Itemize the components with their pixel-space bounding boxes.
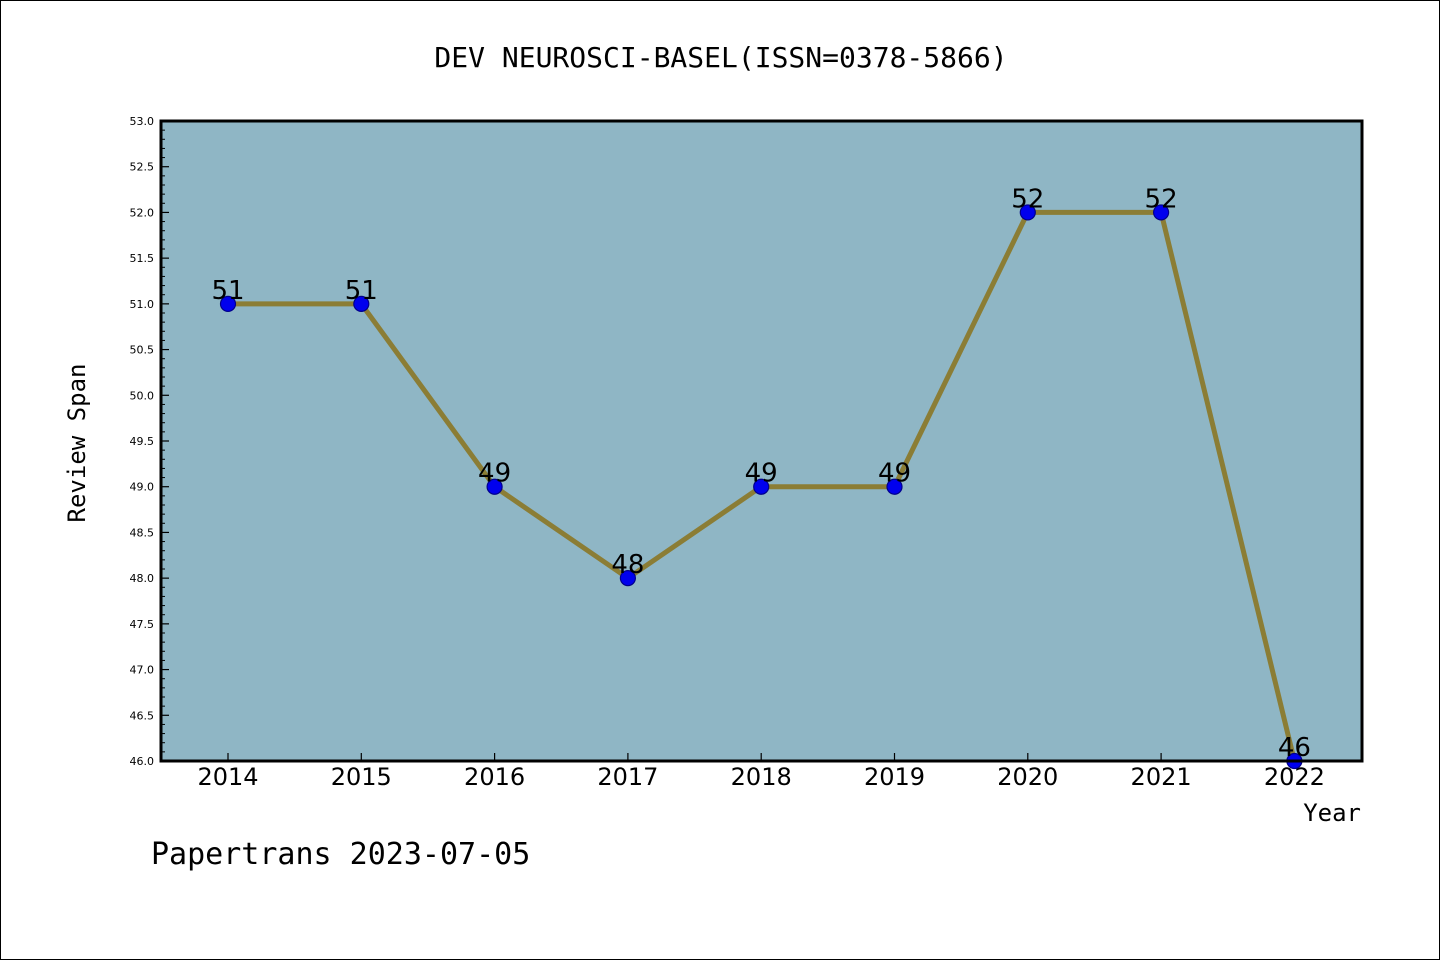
x-axis-label: Year bbox=[1303, 799, 1361, 827]
data-point bbox=[753, 478, 770, 495]
data-point bbox=[219, 295, 237, 312]
y-tick-label: 46.5 bbox=[130, 709, 155, 722]
data-point bbox=[1152, 204, 1170, 221]
y-tick-label: 47.5 bbox=[130, 618, 155, 631]
y-axis-label: Review Span bbox=[63, 364, 91, 523]
data-label: 49 bbox=[478, 459, 511, 489]
y-tick-label: 50.5 bbox=[130, 344, 155, 357]
data-label: 49 bbox=[878, 459, 911, 489]
chart-title: DEV NEUROSCI-BASEL(ISSN=0378-5866) bbox=[434, 41, 1007, 74]
x-axis: 2014 2015 2016 2017 2018 2019 2020 2021 2022 bbox=[197, 753, 1325, 791]
x-tick-label: 2019 bbox=[864, 763, 925, 791]
y-tick-label: 48.0 bbox=[130, 572, 155, 585]
y-tick-label: 49.0 bbox=[130, 481, 155, 494]
y-tick-label: 49.5 bbox=[130, 435, 155, 448]
y-tick-label: 46.0 bbox=[130, 755, 155, 768]
plot-area bbox=[161, 121, 1362, 761]
data-label: 49 bbox=[745, 459, 778, 489]
y-tick-label: 52.5 bbox=[130, 161, 155, 174]
data-point bbox=[486, 478, 503, 495]
y-tick-label: 48.5 bbox=[130, 526, 155, 539]
y-tick-label: 51.5 bbox=[130, 252, 155, 265]
x-tick-label: 2020 bbox=[997, 763, 1058, 791]
x-tick-label: 2017 bbox=[597, 763, 658, 791]
series-line-group: 51 51 49 48 49 49 52 52 46 bbox=[211, 184, 1311, 770]
x-tick-label: 2015 bbox=[331, 763, 392, 791]
x-tick-label: 2018 bbox=[731, 763, 792, 791]
data-label: 48 bbox=[611, 550, 644, 580]
x-tick-label: 2014 bbox=[197, 763, 258, 791]
y-tick-label: 50.0 bbox=[130, 389, 155, 402]
y-tick-label: 53.0 bbox=[130, 115, 155, 128]
data-label: 51 bbox=[211, 276, 244, 306]
data-label: 46 bbox=[1278, 733, 1311, 763]
data-label: 52 bbox=[1145, 184, 1178, 214]
data-label: 51 bbox=[345, 276, 378, 306]
y-tick-label: 51.0 bbox=[130, 298, 155, 311]
data-label: 52 bbox=[1011, 184, 1044, 214]
footer-watermark: Papertrans 2023-07-05 bbox=[151, 837, 530, 872]
x-tick-label: 2016 bbox=[464, 763, 525, 791]
y-axis: 46.0 46.5 47.0 47.5 48.0 48.5 49.0 49.5 50.0 50.5… bbox=[130, 115, 169, 768]
plot-border bbox=[159, 119, 1364, 763]
data-point bbox=[353, 295, 370, 312]
data-point bbox=[886, 478, 903, 495]
y-tick-label: 47.0 bbox=[130, 664, 155, 677]
x-tick-label: 2021 bbox=[1131, 763, 1192, 791]
data-point bbox=[1019, 204, 1036, 221]
y-tick-label: 52.0 bbox=[130, 206, 155, 219]
data-point bbox=[619, 570, 637, 587]
